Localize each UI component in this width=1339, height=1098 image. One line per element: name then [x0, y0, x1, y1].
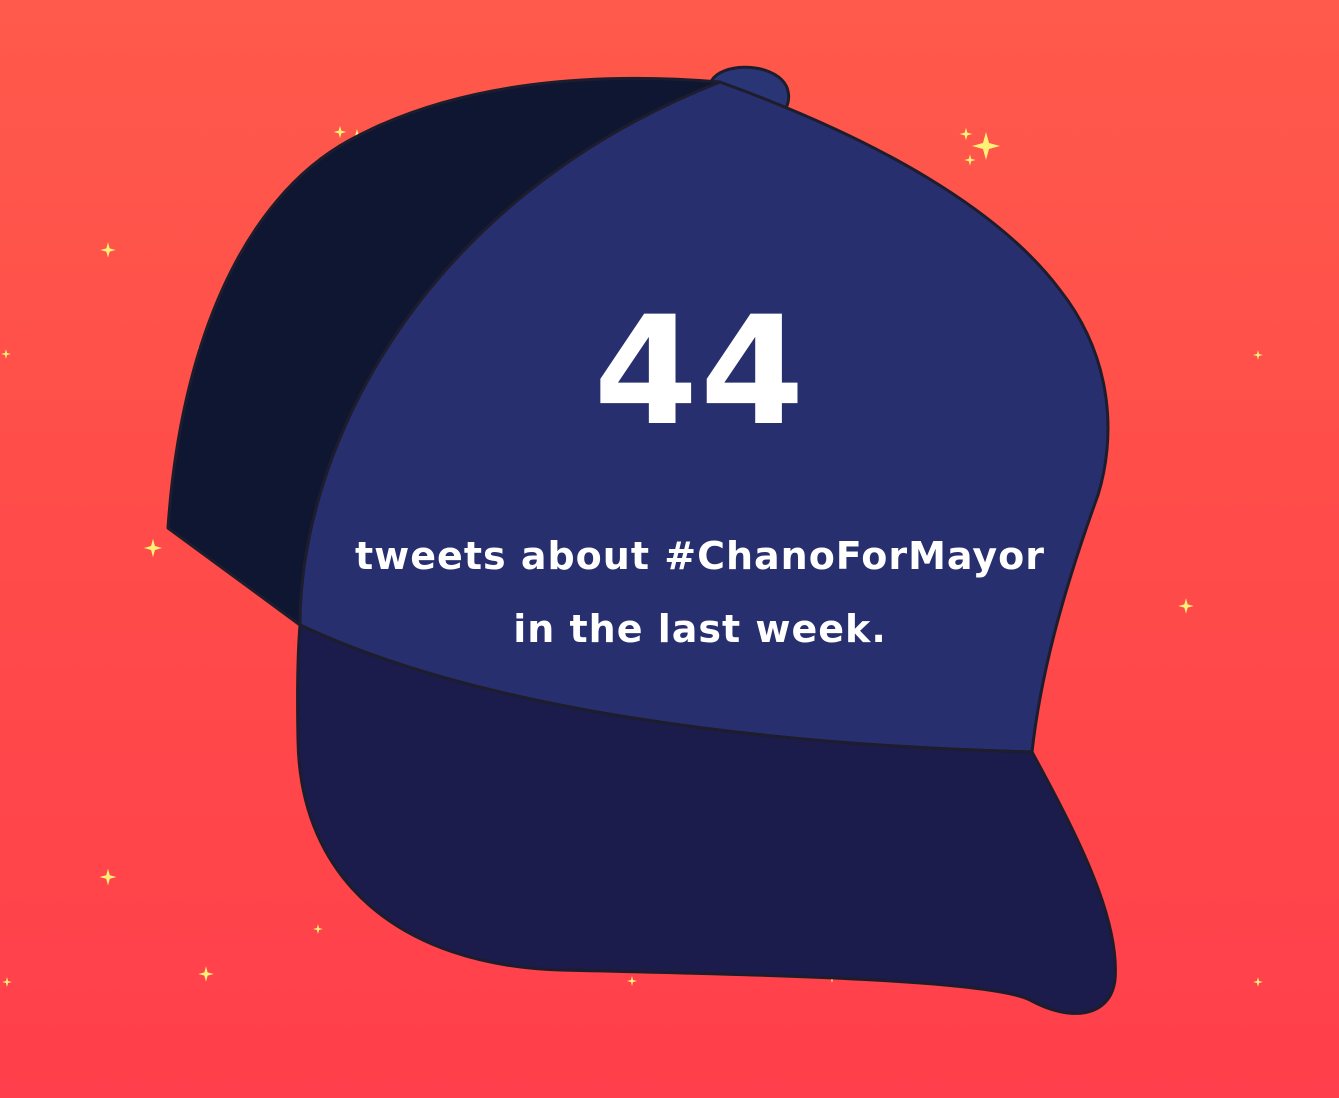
tweet-count: 44: [593, 285, 807, 459]
sparkle-icon: [313, 924, 323, 934]
sparkle-icon: [1253, 977, 1263, 987]
caption-line-2: in the last week.: [513, 607, 887, 651]
cap-button: [710, 65, 791, 110]
sparkle-icon: [1253, 350, 1263, 360]
sparkle-icon: [2, 977, 12, 987]
sparkle-icon: [627, 976, 637, 986]
caption-line-1: tweets about #ChanoForMayor: [355, 534, 1045, 578]
sparkle-icon: [959, 127, 973, 141]
sparkle-icon: [972, 132, 1000, 160]
sparkle-icon: [99, 868, 117, 886]
sparkle-icon: [198, 966, 214, 982]
cap-brim: [296, 623, 1117, 1015]
sparkle-icon: [964, 154, 976, 166]
baseball-cap-icon: [166, 65, 1117, 1015]
sparkle-icon: [1, 349, 11, 359]
sparkle-icon: [1178, 598, 1194, 614]
sparkle-icon: [333, 125, 347, 139]
sparkle-icon: [143, 538, 163, 558]
sparkle-icon: [100, 242, 116, 258]
